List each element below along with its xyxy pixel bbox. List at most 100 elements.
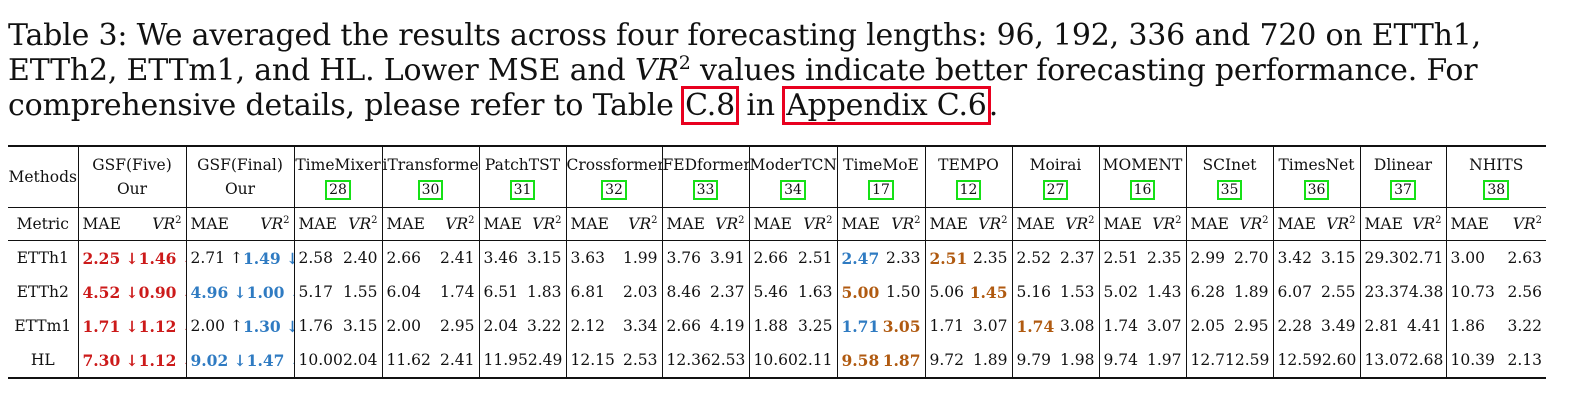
value-cell: 9.79 1.98 <box>1011 343 1099 379</box>
mae-value: 2.28 <box>1277 317 1313 335</box>
vr-value: 1.47 ↓ <box>246 350 294 370</box>
mae-value: 1.74 <box>1016 316 1055 336</box>
vr-label: VR2 <box>260 214 290 234</box>
value-cell: 2.58 2.40 <box>293 240 382 275</box>
vr-value: 2.56 <box>1507 283 1542 301</box>
vr-value: 3.05 <box>882 316 921 336</box>
method-name: TimesNet <box>1278 156 1355 174</box>
metric-header-cell: MAE VR2 <box>1359 207 1446 241</box>
vr-value: 3.34 <box>622 317 658 335</box>
method-our-label: Our <box>224 180 256 198</box>
mae-value: 2.81 <box>1364 317 1400 335</box>
citation-link[interactable]: 37 <box>1390 180 1416 200</box>
value-cell: 6.07 2.55 <box>1272 275 1360 309</box>
table-row: ETTh1 2.25 ↓1.46 ↓ 2.71 ↑1.49 ↓ 2.58 2.40… <box>8 240 1546 275</box>
mae-value: 1.88 <box>753 317 789 335</box>
mae-value: 2.66 <box>666 317 702 335</box>
citation-link[interactable]: 28 <box>325 180 351 200</box>
vr-value: 1.00 ↓ <box>246 282 294 302</box>
vr-label: VR2 <box>152 214 182 234</box>
metric-header-cell: MAE VR2 <box>1185 207 1273 241</box>
vr-value: 1.97 <box>1146 351 1182 369</box>
value-cell: 2.66 2.51 <box>748 240 837 275</box>
value-cell: 2.12 3.34 <box>565 309 662 343</box>
value-cell: 6.81 2.03 <box>565 275 662 309</box>
vr-value: 2.59 <box>1234 351 1270 369</box>
method-header: Crossformer 32 <box>565 145 662 208</box>
method-name: GSF(Final) <box>197 156 283 174</box>
caption-vr-exponent: 2 <box>678 52 691 74</box>
mae-label: MAE <box>1277 214 1316 233</box>
citation-link[interactable]: 12 <box>955 180 982 200</box>
mae-label: MAE <box>1450 214 1489 233</box>
mae-value: 6.51 <box>483 283 519 301</box>
vr-value: 2.71 <box>1408 249 1444 267</box>
vr-label: VR2 <box>445 214 475 234</box>
citation-link[interactable]: 27 <box>1042 180 1069 200</box>
value-cell: 1.71 3.07 <box>924 309 1012 343</box>
vr-value: 1.87 <box>882 350 921 370</box>
table-reference-link[interactable]: C.8 <box>681 86 739 125</box>
value-cell: 5.02 1.43 <box>1098 275 1186 309</box>
value-cell: 10.73 2.56 <box>1445 275 1546 309</box>
mae-value: 2.58 <box>298 249 334 267</box>
citation-link[interactable]: 33 <box>692 180 719 200</box>
method-header: TimeMixer 28 <box>293 145 382 208</box>
vr-value: 2.95 <box>1233 317 1269 335</box>
mae-label: MAE <box>483 214 522 233</box>
value-cell: 3.63 1.99 <box>565 240 662 275</box>
mae-value: 1.71 <box>841 316 880 336</box>
vr-value: 1.30 ↓ <box>242 316 294 336</box>
metric-header-cell: MAE VR2 <box>185 207 294 241</box>
vr-value: 1.74 <box>439 283 475 301</box>
gsf-final-cell: 9.02 ↓1.47 ↓ <box>185 343 294 379</box>
method-header: Dlinear 37 <box>1359 145 1446 208</box>
mae-value: 3.46 <box>483 249 519 267</box>
vr-value: 2.95 <box>439 317 475 335</box>
vr-value: 2.04 <box>342 351 378 369</box>
value-cell: 5.00 1.50 <box>836 275 925 309</box>
mae-value: 1.71 ↓ <box>82 316 139 336</box>
mae-value: 7.30 ↓ <box>82 350 139 370</box>
vr-value: 1.45 <box>969 282 1008 302</box>
table-row: ETTh2 4.52 ↓0.90 ↓ 4.96 ↓1.00 ↓ 5.17 1.55… <box>8 275 1546 309</box>
metric-label: Metric <box>8 207 78 241</box>
citation-link[interactable]: 34 <box>780 180 806 200</box>
mae-value: 3.76 <box>666 249 702 267</box>
mae-value: 12.59 <box>1277 351 1322 369</box>
citation-link[interactable]: 38 <box>1483 180 1510 200</box>
citation-link[interactable]: 16 <box>1129 180 1156 200</box>
vr-value: 0.90 ↓ <box>138 282 186 302</box>
mae-label: MAE <box>929 214 968 233</box>
vr-value: 2.49 <box>527 351 563 369</box>
mae-value: 5.46 <box>753 283 789 301</box>
vr-value: 1.49 ↓ <box>242 248 294 268</box>
method-header: GSF(Final) Our <box>185 145 294 208</box>
vr-value: 1.98 <box>1059 351 1095 369</box>
method-header: PatchTST 31 <box>478 145 566 208</box>
citation-link[interactable]: 30 <box>417 180 444 200</box>
citation-link[interactable]: 32 <box>601 180 627 200</box>
metric-row: Metric MAE VR2 MAE VR2 MAE VR2 MAE VR2 MAE VR… <box>8 207 1546 241</box>
mae-value: 9.58 <box>841 350 880 370</box>
gsf-five-cell: 1.71 ↓1.12 ↓ <box>77 309 186 343</box>
vr-value: 1.53 <box>1059 283 1095 301</box>
appendix-reference-link[interactable]: Appendix C.6 <box>782 86 991 125</box>
results-table: Methods GSF(Five) Our GSF(Final) Our TimeM… <box>8 145 1546 379</box>
citation-link[interactable]: 31 <box>509 180 536 200</box>
value-cell: 2.66 2.41 <box>381 240 479 275</box>
mae-value: 2.66 <box>753 249 789 267</box>
method-name: iTransformer <box>382 156 479 174</box>
metric-header-cell: MAE VR2 <box>661 207 749 241</box>
method-header: NHITS 38 <box>1445 145 1546 208</box>
value-cell: 10.39 2.13 <box>1445 343 1546 379</box>
vr-value: 1.99 <box>622 249 658 267</box>
method-name: SCInet <box>1202 156 1257 174</box>
citation-link[interactable]: 36 <box>1303 180 1330 200</box>
citation-link[interactable]: 17 <box>868 180 894 200</box>
value-cell: 1.76 3.15 <box>293 309 382 343</box>
vr-value: 4.19 <box>709 317 745 335</box>
citation-link[interactable]: 35 <box>1216 180 1243 200</box>
value-cell: 5.16 1.53 <box>1011 275 1099 309</box>
mae-value: 5.02 <box>1103 283 1139 301</box>
